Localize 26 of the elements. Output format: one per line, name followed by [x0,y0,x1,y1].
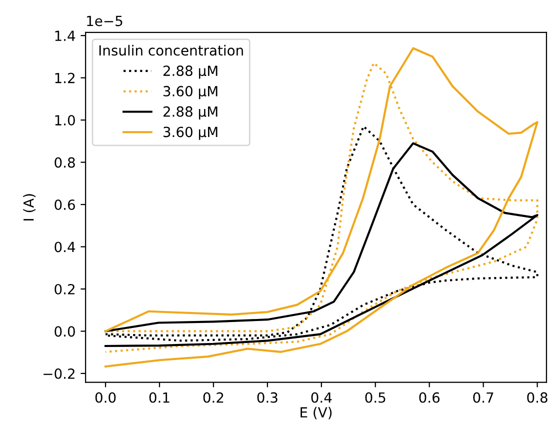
x-tick-label: 0.5 [365,392,386,403]
x-tick-label: 0.0 [95,392,116,403]
x-tick-label: 0.1 [149,392,170,403]
x-tick-label: 0.4 [311,392,332,403]
y-tick-label: 0.4 [54,242,76,252]
legend-title: Insulin concentration [99,44,243,56]
x-axis-title: E (V) [300,406,332,420]
x-tick-label: 0.8 [527,392,548,403]
y-tick-label: 0.6 [54,199,75,210]
y-tick-label: 0.2 [54,284,74,294]
x-tick-label: 0.3 [257,392,278,403]
legend-label: 3.60 µM [164,126,218,140]
text: 1e−5 [87,16,122,26]
legend-label: 2.88 µM [163,66,218,79]
y-tick-label: 0.0 [54,326,75,337]
y-axis-title: I (A) [23,194,36,220]
legend-label: 3.60 µM [164,86,218,100]
y-tick-label: 1.0 [55,115,75,126]
x-tick-label: 0.2 [203,392,224,403]
y-tick-label: 1.4 [55,30,76,41]
x-tick-label: 0.7 [473,392,494,403]
legend-label: 2.88 µM [163,106,218,120]
y-tick-label: −0.2 [44,368,74,379]
y-tick-label: 0.8 [54,157,75,168]
y-tick-label: 1.2 [55,72,74,84]
x-tick-label: 0.6 [419,392,440,403]
